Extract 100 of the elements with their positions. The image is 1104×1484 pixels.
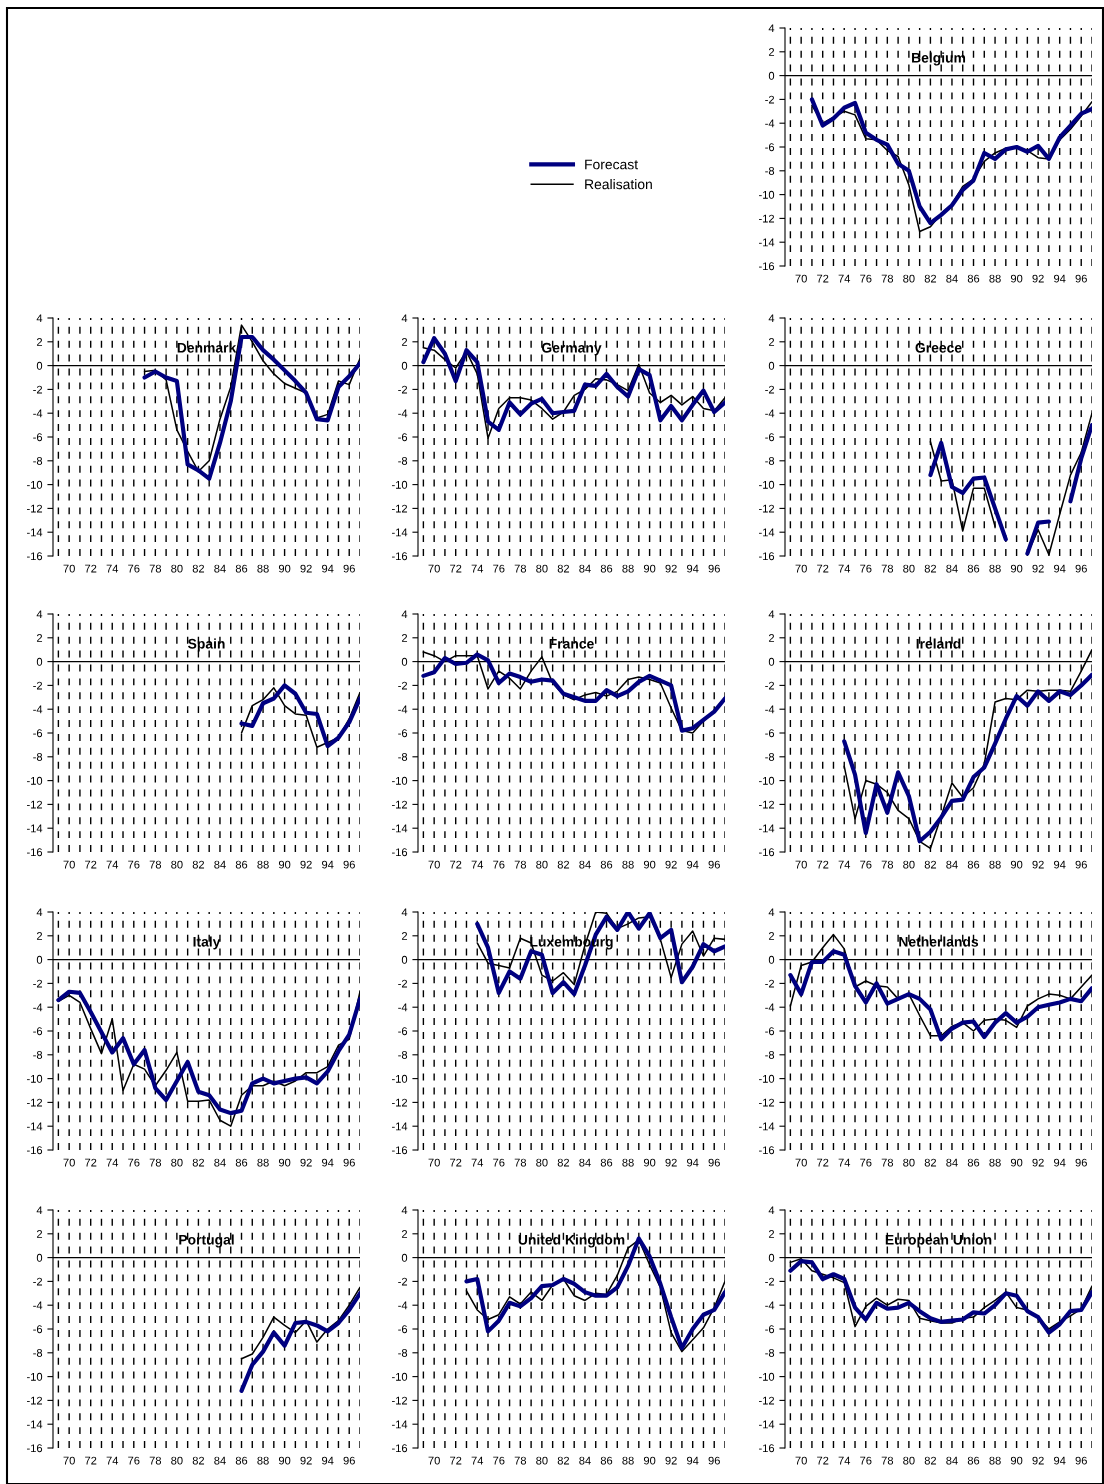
y-tick-label: -6	[398, 729, 408, 738]
y-tick-label: -12	[759, 214, 775, 223]
x-tick-label: 86	[967, 1158, 980, 1167]
x-tick-label: 96	[343, 564, 355, 573]
x-tick-label: 96	[1075, 564, 1087, 573]
y-tick-label: -12	[392, 1396, 408, 1405]
x-tick-label: 70	[795, 1456, 807, 1465]
y-tick-label: -4	[765, 1301, 775, 1310]
x-tick-label: 96	[708, 860, 720, 869]
x-tick-label: 74	[838, 1158, 851, 1167]
x-tick-label: 96	[1075, 860, 1087, 869]
x-tick-label: 76	[860, 274, 872, 283]
y-tick-label: -6	[398, 433, 408, 442]
x-tick-label: 72	[450, 860, 462, 869]
y-tick-label: -8	[33, 753, 43, 761]
x-tick-label: 82	[192, 860, 205, 869]
y-tick-label: 4	[401, 314, 408, 323]
x-tick-label: 96	[1075, 1158, 1087, 1167]
x-tick-label: 72	[85, 564, 97, 573]
y-tick-label: -10	[392, 776, 408, 785]
y-tick-label: 4	[36, 610, 43, 619]
y-tick-label: -6	[765, 1027, 775, 1036]
y-tick-label: -14	[759, 528, 775, 537]
y-tick-label: -8	[33, 457, 43, 465]
x-tick-label: 80	[536, 860, 548, 869]
y-tick-label: 0	[401, 657, 408, 666]
x-tick-label: 94	[322, 1456, 334, 1465]
y-tick-label: 4	[36, 908, 43, 917]
y-tick-label: -12	[392, 800, 408, 809]
x-tick-label: 70	[795, 564, 807, 573]
x-tick-label: 76	[493, 1158, 505, 1167]
x-tick-label: 88	[622, 564, 634, 573]
x-tick-label: 94	[322, 564, 334, 573]
x-tick-label: 84	[579, 1456, 591, 1465]
y-tick-label: -16	[759, 262, 775, 271]
y-tick-label: 4	[401, 1206, 408, 1215]
y-tick-label: -4	[765, 705, 775, 714]
y-tick-label: -12	[27, 1396, 43, 1405]
x-tick-label: 76	[860, 1456, 872, 1465]
y-tick-label: -16	[392, 1146, 408, 1155]
y-tick-label: -2	[33, 979, 43, 988]
y-tick-label: -6	[33, 433, 43, 442]
x-tick-label: 94	[1054, 274, 1066, 283]
x-tick-label: 92	[1032, 564, 1044, 573]
x-tick-label: 94	[1054, 860, 1066, 869]
x-tick-label: 72	[85, 860, 97, 869]
x-tick-label: 72	[85, 1158, 97, 1167]
y-tick-label: -8	[398, 1349, 408, 1357]
y-tick-label: -6	[33, 1325, 43, 1334]
x-tick-label: 76	[493, 860, 505, 869]
y-tick-label: 4	[768, 610, 775, 619]
y-tick-label: -2	[765, 681, 775, 690]
x-tick-label: 84	[214, 1158, 226, 1167]
y-tick-label: 2	[401, 338, 408, 346]
y-tick-label: -8	[398, 1051, 408, 1059]
y-tick-label: 4	[768, 908, 775, 917]
x-tick-label: 72	[817, 860, 829, 869]
y-tick-label: -4	[398, 409, 408, 418]
x-tick-label: 92	[665, 860, 677, 869]
text: Netherlands	[899, 936, 979, 947]
y-tick-label: -16	[392, 552, 408, 561]
x-tick-label: 78	[514, 564, 527, 573]
x-tick-label: 90	[643, 1158, 656, 1167]
x-tick-label: 86	[600, 564, 613, 573]
y-tick-label: 4	[768, 1206, 775, 1215]
y-tick-label: 0	[768, 361, 775, 370]
y-tick-label: -6	[765, 1325, 775, 1334]
x-tick-label: 86	[235, 564, 248, 573]
text: Greece	[915, 342, 962, 353]
y-tick-label: 0	[401, 955, 408, 964]
x-tick-label: 74	[838, 860, 851, 869]
y-tick-label: -4	[398, 1003, 408, 1012]
y-tick-label: 4	[36, 1206, 43, 1215]
x-tick-label: 94	[687, 1158, 699, 1167]
x-tick-label: 80	[171, 564, 183, 573]
x-tick-label: 88	[257, 564, 269, 573]
x-tick-label: 70	[795, 274, 807, 283]
x-tick-label: 88	[257, 1158, 269, 1167]
y-tick-label: -14	[759, 1122, 775, 1131]
y-tick-label: -6	[398, 1027, 408, 1036]
y-tick-label: -4	[33, 1003, 43, 1012]
y-tick-label: -10	[27, 1372, 43, 1381]
y-tick-label: -10	[759, 480, 775, 489]
x-tick-label: 90	[643, 860, 656, 869]
y-tick-label: -6	[765, 143, 775, 152]
y-tick-label: 4	[401, 610, 408, 619]
x-tick-label: 96	[1075, 1456, 1087, 1465]
x-tick-label: 76	[128, 1456, 140, 1465]
x-tick-label: 72	[817, 564, 829, 573]
x-tick-label: 78	[881, 1158, 894, 1167]
y-tick-label: -14	[392, 1420, 408, 1429]
x-tick-label: 84	[946, 564, 958, 573]
y-tick-label: -16	[27, 1146, 43, 1155]
y-tick-label: -8	[765, 167, 775, 175]
x-tick-label: 90	[1010, 860, 1023, 869]
x-tick-label: 70	[428, 1456, 440, 1465]
x-tick-label: 90	[1010, 1158, 1023, 1167]
y-tick-label: 0	[768, 71, 775, 80]
y-tick-label: -4	[765, 119, 775, 128]
x-tick-label: 92	[300, 564, 312, 573]
